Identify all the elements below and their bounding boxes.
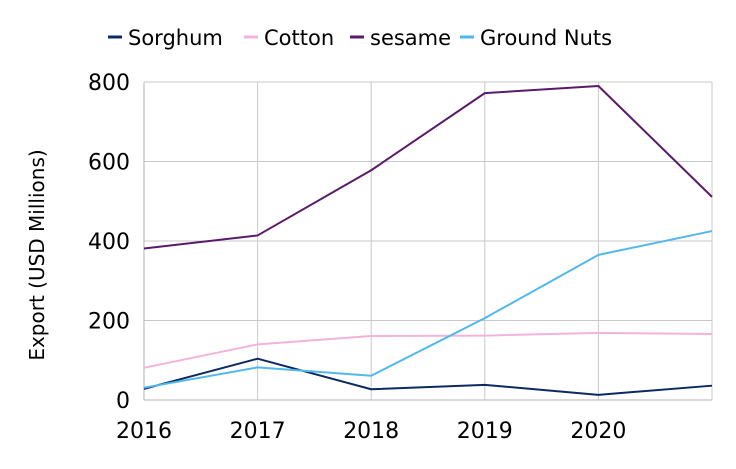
series-line-cotton: [143, 331, 713, 369]
axes: [143, 82, 712, 401]
x-tick-label: 2017: [230, 419, 286, 444]
legend-item-sorghum: Sorghum: [108, 26, 223, 50]
legend-label: Cotton: [264, 26, 334, 50]
y-tick-label: 600: [88, 151, 130, 176]
legend-item-ground-nuts: Ground Nuts: [460, 26, 612, 50]
legend-label: sesame: [370, 26, 451, 50]
y-tick-label: 0: [116, 389, 130, 414]
y-axis-ticks: 0 200 400 600 800: [88, 71, 130, 414]
x-tick-label: 2020: [570, 419, 626, 444]
gridlines: [144, 81, 713, 400]
series-lines: [143, 84, 713, 396]
x-tick-label: 2019: [457, 419, 513, 444]
x-axis-ticks: 2016 2017 2018 2019 2020: [116, 419, 626, 444]
series-line-sorghum: [143, 357, 713, 396]
series-line-sesame: [143, 84, 713, 250]
legend-item-sesame: sesame: [350, 26, 451, 50]
legend-item-cotton: Cotton: [244, 26, 334, 50]
series-line-ground-nuts: [143, 230, 713, 389]
y-tick-label: 200: [88, 310, 130, 335]
y-tick-label: 400: [88, 230, 130, 255]
x-tick-label: 2016: [116, 419, 172, 444]
y-tick-label: 800: [88, 71, 130, 96]
legend-label: Ground Nuts: [480, 26, 612, 50]
legend-label: Sorghum: [128, 26, 223, 50]
y-axis-title: Export (USD Millions): [25, 149, 49, 360]
legend: Sorghum Cotton sesame Ground Nuts: [108, 26, 612, 50]
x-tick-label: 2018: [343, 419, 399, 444]
